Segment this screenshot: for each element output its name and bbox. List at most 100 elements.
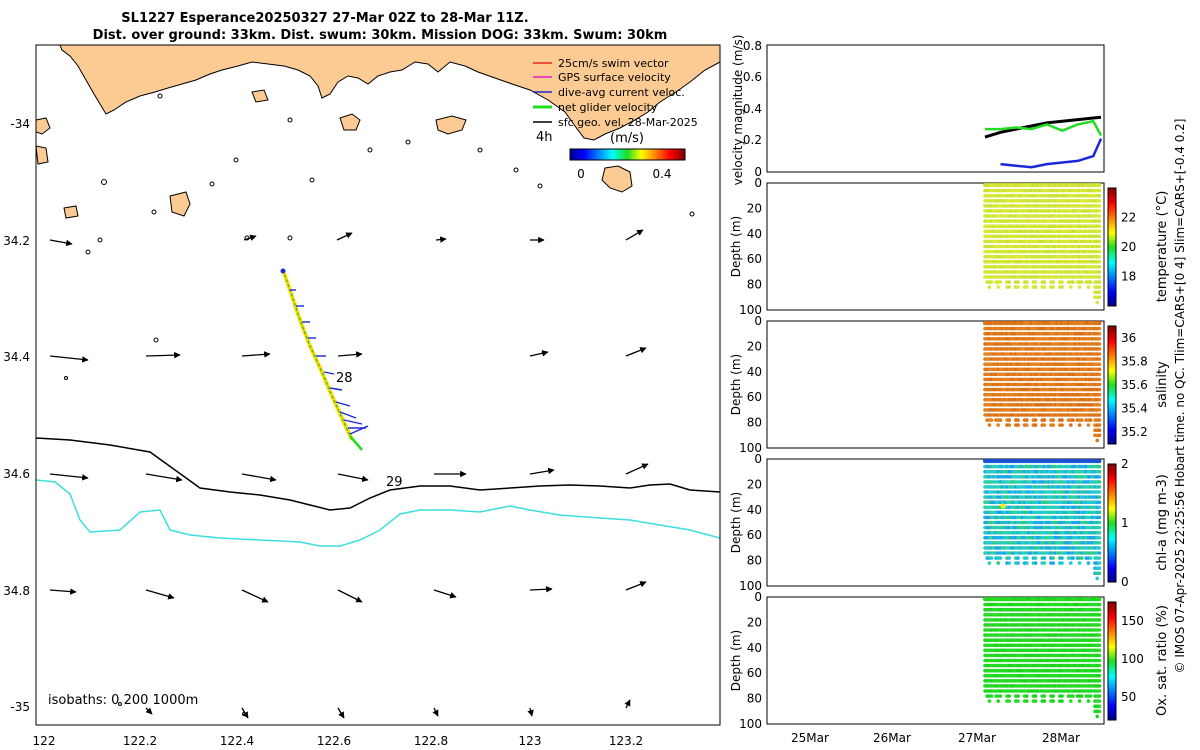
data-point xyxy=(1060,556,1064,560)
lat-tick: -34 xyxy=(10,117,30,131)
data-point xyxy=(1043,561,1047,565)
data-point xyxy=(1098,342,1102,346)
colorbar-tick: 0 xyxy=(1121,575,1129,589)
geo-arrow xyxy=(242,474,276,480)
data-point xyxy=(1007,423,1011,427)
data-point xyxy=(1098,378,1102,382)
data-point xyxy=(1095,715,1099,719)
data-point xyxy=(1098,531,1102,535)
isobath-200m xyxy=(36,438,720,510)
isobaths-label: isobaths: 0 200 1000m xyxy=(48,693,198,708)
chla-panel: 020406080100Depth (m)210chl-a (mg m-3) xyxy=(729,452,1170,593)
temperature-colorbar-label: temperature (°C) xyxy=(1155,191,1170,303)
colorbar-tick: 150 xyxy=(1121,614,1144,628)
date-tick: 28Mar xyxy=(1042,731,1080,745)
geo-arrow xyxy=(436,239,446,240)
data-point xyxy=(1098,255,1102,259)
data-point xyxy=(1060,285,1064,289)
data-point xyxy=(1098,536,1102,540)
geo-arrow xyxy=(626,464,648,474)
data-point xyxy=(1098,332,1102,336)
isobath-1000m xyxy=(36,480,720,546)
island xyxy=(436,116,466,134)
data-point xyxy=(1025,561,1029,565)
data-point xyxy=(1098,572,1102,576)
data-point xyxy=(1051,694,1055,698)
data-point xyxy=(1098,362,1102,366)
data-point xyxy=(1034,418,1038,422)
data-point xyxy=(1016,694,1020,698)
depth-tick: 80 xyxy=(747,554,762,568)
data-point xyxy=(1025,694,1029,698)
map-lon-ticks: 122 122.2 122.4 122.6 122.8 123 123.2 xyxy=(33,734,644,748)
lat-tick: 34.2 xyxy=(3,234,30,248)
lat-tick: -35 xyxy=(10,700,30,714)
data-point xyxy=(1098,704,1102,708)
data-point xyxy=(1034,556,1038,560)
data-point xyxy=(1007,694,1011,698)
data-point xyxy=(1098,403,1102,407)
data-point xyxy=(1098,250,1102,254)
geo-arrow xyxy=(338,708,344,718)
colorbar-tick: 35.6 xyxy=(1121,378,1148,392)
data-point xyxy=(1007,280,1011,284)
data-point xyxy=(1078,285,1082,289)
data-point xyxy=(1098,541,1102,545)
geo-arrow xyxy=(50,474,88,478)
geo-arrow xyxy=(50,356,88,360)
data-point xyxy=(1043,280,1047,284)
data-point xyxy=(1034,280,1038,284)
data-point xyxy=(1098,408,1102,412)
data-point xyxy=(1007,561,1011,565)
colorbar-tick: 50 xyxy=(1121,690,1136,704)
data-point xyxy=(1087,561,1091,565)
title-line2: Dist. over ground: 33km. Dist. swum: 30k… xyxy=(93,28,668,43)
lat-tick: 34.6 xyxy=(3,467,30,481)
map-lat-ticks: -34 34.2 34.4 34.6 34.8 -35 xyxy=(3,117,30,714)
data-point xyxy=(1098,490,1102,494)
lat-tick: 34.4 xyxy=(3,350,30,364)
data-point xyxy=(1095,577,1099,581)
data-point xyxy=(1051,699,1055,703)
data-point xyxy=(999,418,1003,422)
temperature-panel: 020406080100Depth (m) 222018 temperature (… xyxy=(729,176,1170,317)
data-point xyxy=(1043,694,1047,698)
data-point xyxy=(988,699,992,703)
data-point xyxy=(1089,556,1093,560)
data-point xyxy=(1098,275,1102,279)
island xyxy=(170,192,190,216)
data-point xyxy=(1098,245,1102,249)
data-point xyxy=(1098,506,1102,510)
salinity-colorbar-label: salinity xyxy=(1155,361,1170,408)
chla-colorbar-label: chl-a (mg m-3) xyxy=(1155,474,1170,571)
data-point xyxy=(1060,694,1064,698)
data-point xyxy=(1043,556,1047,560)
data-point xyxy=(1060,280,1064,284)
surface-point xyxy=(1097,183,1101,187)
chla-colorbar xyxy=(1108,464,1116,582)
data-point xyxy=(1043,423,1047,427)
data-point xyxy=(1098,418,1102,422)
geo-arrow xyxy=(626,348,646,356)
data-point xyxy=(1098,347,1102,351)
day-label-28: 28 xyxy=(336,371,353,386)
data-point xyxy=(1098,644,1102,648)
vel-ytick: 0.2 xyxy=(743,133,762,147)
geo-arrow xyxy=(626,700,630,708)
colorbar-unit-label: (m/s) xyxy=(610,131,644,146)
vel-ytick: 0.8 xyxy=(743,39,762,53)
data-point xyxy=(1025,285,1029,289)
data-point xyxy=(1098,240,1102,244)
data-point xyxy=(1043,418,1047,422)
surface-point xyxy=(1097,459,1101,463)
surface-point xyxy=(1097,597,1101,601)
data-point xyxy=(1098,638,1102,642)
data-point xyxy=(990,280,994,284)
data-point xyxy=(1007,418,1011,422)
data-point xyxy=(1089,694,1093,698)
colorbar-tick: 35.8 xyxy=(1121,354,1148,368)
data-point xyxy=(1025,423,1029,427)
data-point xyxy=(1025,699,1029,703)
data-point xyxy=(1098,623,1102,627)
lon-tick: 122 xyxy=(33,734,56,748)
